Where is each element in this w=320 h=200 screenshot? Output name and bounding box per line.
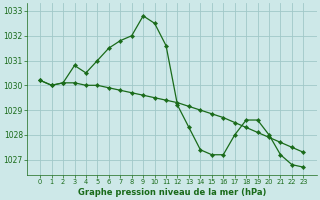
- X-axis label: Graphe pression niveau de la mer (hPa): Graphe pression niveau de la mer (hPa): [77, 188, 266, 197]
